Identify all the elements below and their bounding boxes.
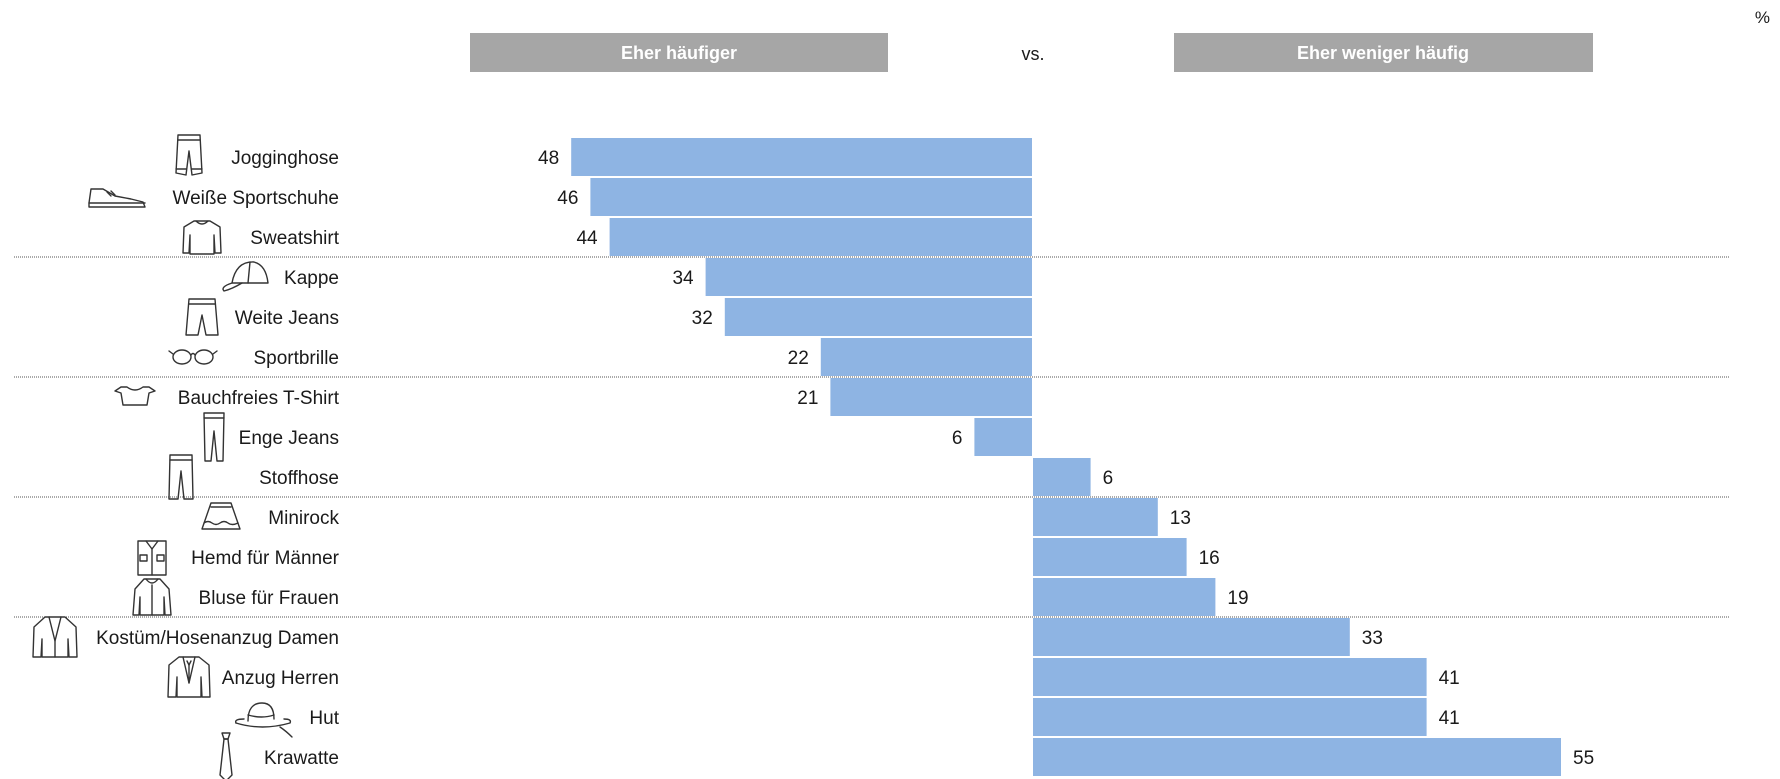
value-label: 16	[1199, 548, 1220, 569]
icons-group	[32, 134, 293, 779]
value-label: 48	[538, 148, 559, 169]
bar	[820, 338, 1032, 376]
category-label: Sportbrille	[253, 348, 339, 369]
bar	[1033, 738, 1561, 776]
value-label: 55	[1573, 748, 1594, 769]
value-label: 33	[1362, 628, 1383, 649]
header-right-label: Eher weniger häufig	[1297, 43, 1469, 63]
bar	[1033, 578, 1216, 616]
category-label: Minirock	[268, 508, 339, 529]
category-label: Bluse für Frauen	[199, 588, 339, 609]
bar	[1033, 658, 1427, 696]
bar	[1033, 498, 1158, 536]
value-label: 34	[672, 268, 694, 289]
category-labels-group: Jogginghose Weiße Sportschuhe Sweatshirt Ka…	[96, 148, 340, 769]
value-label: 6	[952, 428, 963, 449]
sneaker-icon	[88, 188, 146, 208]
shirt-icon	[137, 540, 167, 576]
bar	[1033, 458, 1091, 496]
category-label: Jogginghose	[231, 148, 339, 169]
header-right-box	[1174, 33, 1593, 72]
cap-icon	[222, 261, 269, 292]
group-separators	[14, 256, 1730, 618]
value-label: 6	[1103, 468, 1114, 489]
unit-label: %	[1755, 8, 1770, 27]
womens-suit-icon	[32, 616, 78, 658]
trousers-icon	[168, 454, 194, 500]
value-label: 22	[788, 348, 809, 369]
bar	[571, 138, 1032, 176]
mens-suit-icon	[167, 656, 211, 698]
value-label: 41	[1439, 668, 1460, 689]
category-label: Stoffhose	[259, 468, 339, 489]
wide-jeans-icon	[185, 298, 219, 336]
value-label: 21	[797, 388, 818, 409]
category-label: Krawatte	[264, 748, 339, 769]
skinny-jeans-icon	[203, 412, 225, 462]
value-label: 44	[576, 228, 598, 249]
bars-group	[571, 138, 1561, 776]
bar	[590, 178, 1032, 216]
category-label: Weite Jeans	[235, 308, 339, 329]
value-label: 19	[1227, 588, 1248, 609]
bar	[724, 298, 1032, 336]
header-left-box	[470, 33, 888, 72]
bar	[974, 418, 1032, 456]
bar	[1033, 698, 1427, 736]
category-label: Kappe	[284, 268, 339, 289]
category-label: Weiße Sportschuhe	[172, 188, 339, 209]
category-label: Bauchfreies T-Shirt	[178, 388, 340, 409]
crop-top-icon	[114, 386, 156, 406]
category-label: Hemd für Männer	[191, 548, 340, 569]
category-label: Sweatshirt	[250, 228, 339, 249]
category-label: Enge Jeans	[239, 428, 339, 449]
category-label: Kostüm/Hosenanzug Damen	[96, 628, 339, 649]
sport-glasses-icon	[168, 349, 218, 365]
value-label: 32	[692, 308, 713, 329]
bar	[705, 258, 1032, 296]
sweatshirt-icon	[182, 220, 222, 255]
value-labels-group: 48 46 44 34 32 22 21 6 6 13 16 19 33 41 41 55	[538, 148, 1594, 769]
value-label: 41	[1439, 708, 1460, 729]
bar	[1033, 538, 1187, 576]
hat-icon	[234, 702, 293, 738]
header-vs-label: vs.	[1021, 44, 1044, 64]
jogging-pants-icon	[175, 134, 203, 176]
category-label: Hut	[309, 708, 339, 729]
header-left-label: Eher häufiger	[621, 43, 737, 63]
bar	[609, 218, 1032, 256]
bar	[830, 378, 1032, 416]
value-label: 13	[1170, 508, 1191, 529]
blouse-icon	[132, 578, 172, 616]
tie-icon	[219, 732, 233, 779]
miniskirt-icon	[201, 502, 241, 530]
bar	[1033, 618, 1350, 656]
value-label: 46	[557, 188, 578, 209]
category-label: Anzug Herren	[222, 668, 339, 689]
